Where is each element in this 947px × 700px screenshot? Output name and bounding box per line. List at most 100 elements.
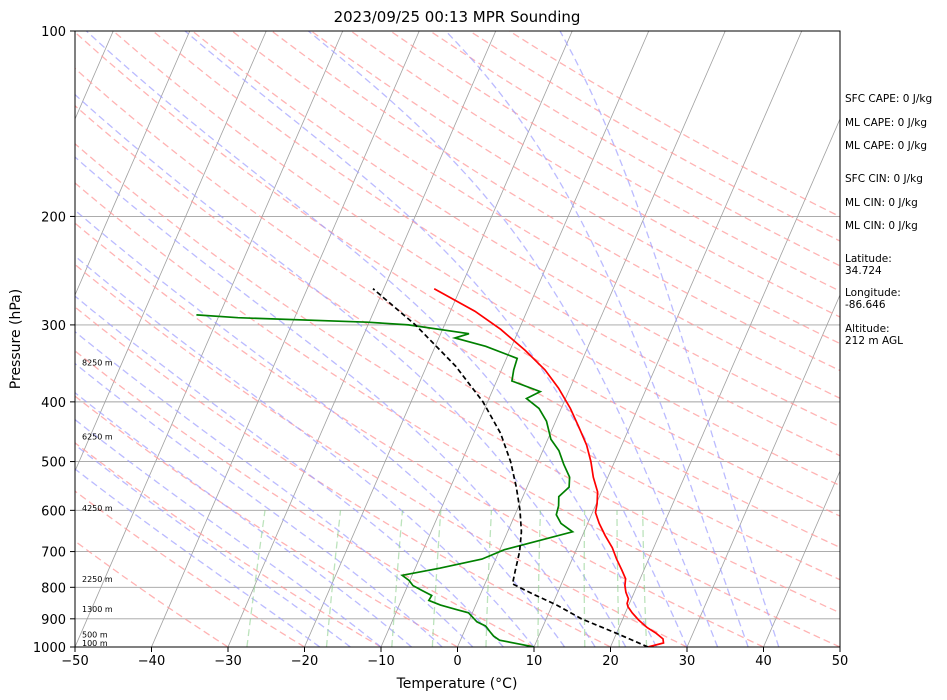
x-tick-label: 30 <box>679 654 696 669</box>
dry-adiabat-line <box>75 143 840 614</box>
isotherm-line <box>533 31 803 647</box>
isotherm-line <box>75 31 344 647</box>
mixing-ratio-line <box>246 510 266 647</box>
stat-label: SFC CAPE: 0 J/kg <box>845 93 932 105</box>
isotherm-line <box>380 31 650 647</box>
isotherm-line <box>457 31 726 647</box>
stat-label: ML CIN: 0 J/kg <box>845 197 918 209</box>
height-marker-label: 8250 m <box>82 358 113 367</box>
moist-adiabat-line <box>445 31 749 647</box>
y-tick-label: 500 <box>41 456 66 471</box>
isotherm-line <box>610 117 840 647</box>
moist-adiabat-line <box>75 418 382 647</box>
dry-adiabat-line <box>75 263 688 647</box>
dry-adiabat-line <box>350 31 840 318</box>
height-marker-label: 6250 m <box>82 432 113 441</box>
dry-adiabat-line <box>75 67 840 549</box>
height-marker-label: 500 m <box>82 631 108 640</box>
moist-adiabat-line <box>75 156 596 647</box>
x-axis-label: Temperature (°C) <box>396 676 518 692</box>
x-tick-label: −10 <box>367 654 394 669</box>
isotherm-line <box>763 469 840 647</box>
isotherm-line <box>304 31 573 647</box>
dry-adiabat-line <box>75 104 840 581</box>
moist-adiabat-line <box>75 209 566 647</box>
dry-adiabat-line <box>75 395 458 647</box>
mixing-ratio-line <box>325 510 342 647</box>
background-lines <box>75 31 840 647</box>
mixing-ratio-line <box>616 510 620 647</box>
moist-adiabat-line <box>75 295 504 647</box>
height-marker-label: 2250 m <box>82 575 113 584</box>
x-tick-label: 50 <box>832 654 849 669</box>
stat-label: ML CAPE: 0 J/kg <box>845 140 927 152</box>
y-tick-label: 400 <box>41 396 66 411</box>
x-tick-label: 0 <box>453 654 461 669</box>
y-tick-label: 200 <box>41 210 66 225</box>
height-marker-label: 1300 m <box>82 605 113 614</box>
mixing-ratio-line <box>431 510 442 647</box>
x-tick-label: −50 <box>61 654 88 669</box>
dry-adiabat-line <box>75 490 305 647</box>
moist-adiabat-line <box>75 93 627 647</box>
isotherm-line <box>151 31 420 647</box>
sounding-lines <box>196 287 665 647</box>
isotherm-line <box>686 293 840 647</box>
stat-value: 212 m AGL <box>845 335 903 347</box>
y-tick-label: 300 <box>41 319 66 334</box>
dry-adiabat-line <box>271 31 840 372</box>
x-tick-label: 20 <box>602 654 619 669</box>
y-tick-label: 600 <box>41 504 66 519</box>
dewpoint-profile <box>196 314 575 647</box>
dry-adiabat-line <box>75 222 764 647</box>
moist-adiabat-line <box>184 31 688 647</box>
sounding-stats-panel: SFC CAPE: 0 J/kg ML CAPE: 0 J/kg ML CAPE: … <box>845 93 932 347</box>
isotherm-line <box>227 31 497 647</box>
stat-label: ML CAPE: 0 J/kg <box>845 117 927 129</box>
dry-adiabat-line <box>75 182 840 647</box>
stat-label: ML CIN: 0 J/kg <box>845 220 918 232</box>
y-tick-label: 1000 <box>33 641 66 656</box>
chart-title: 2023/09/25 00:13 MPR Sounding <box>334 8 581 26</box>
moist-adiabat-line <box>75 362 443 647</box>
height-marker-label: 100 m <box>82 639 108 648</box>
stat-label: Latitude: <box>845 253 892 265</box>
isotherm-line <box>75 31 267 473</box>
stat-value: 34.724 <box>845 265 882 277</box>
x-axis: −50 −40 −30 −20 −10 0 10 20 30 40 50 <box>61 647 848 669</box>
stat-label: Longitude: <box>845 287 901 299</box>
dry-adiabat-line <box>75 31 840 517</box>
stat-label: SFC CIN: 0 J/kg <box>845 173 923 185</box>
temperature-profile <box>433 287 665 647</box>
mixing-ratio-line <box>485 510 493 647</box>
y-axis: 1000 900 800 700 600 500 400 300 200 100 <box>33 25 75 656</box>
mixing-ratio-line <box>391 510 404 647</box>
x-tick-label: −40 <box>138 654 165 669</box>
y-tick-label: 100 <box>41 25 66 40</box>
dry-adiabat-line <box>231 31 840 399</box>
mixing-ratio-line <box>642 510 648 647</box>
moist-adiabat-line <box>85 31 657 647</box>
dry-adiabat-line <box>112 31 840 487</box>
moist-adiabat-line <box>75 255 535 647</box>
moist-adiabat-line <box>307 31 719 647</box>
y-tick-label: 900 <box>41 613 66 628</box>
parcel-profile <box>372 288 649 647</box>
dry-adiabat-line <box>75 306 611 647</box>
x-tick-label: −30 <box>214 654 241 669</box>
dry-adiabat-line <box>75 350 535 647</box>
y-tick-label: 700 <box>41 546 66 561</box>
x-tick-label: 10 <box>526 654 543 669</box>
dry-adiabat-line <box>310 31 840 345</box>
y-axis-label: Pressure (hPa) <box>8 289 24 389</box>
moist-adiabat-line <box>75 391 413 647</box>
stat-label: Altitude: <box>845 323 890 335</box>
dry-adiabat-line <box>75 540 229 647</box>
isotherm-line <box>75 31 191 297</box>
mixing-ratio-line <box>537 510 542 647</box>
stat-value: -86.646 <box>845 299 886 311</box>
y-tick-label: 800 <box>41 581 66 596</box>
x-tick-label: −20 <box>291 654 318 669</box>
